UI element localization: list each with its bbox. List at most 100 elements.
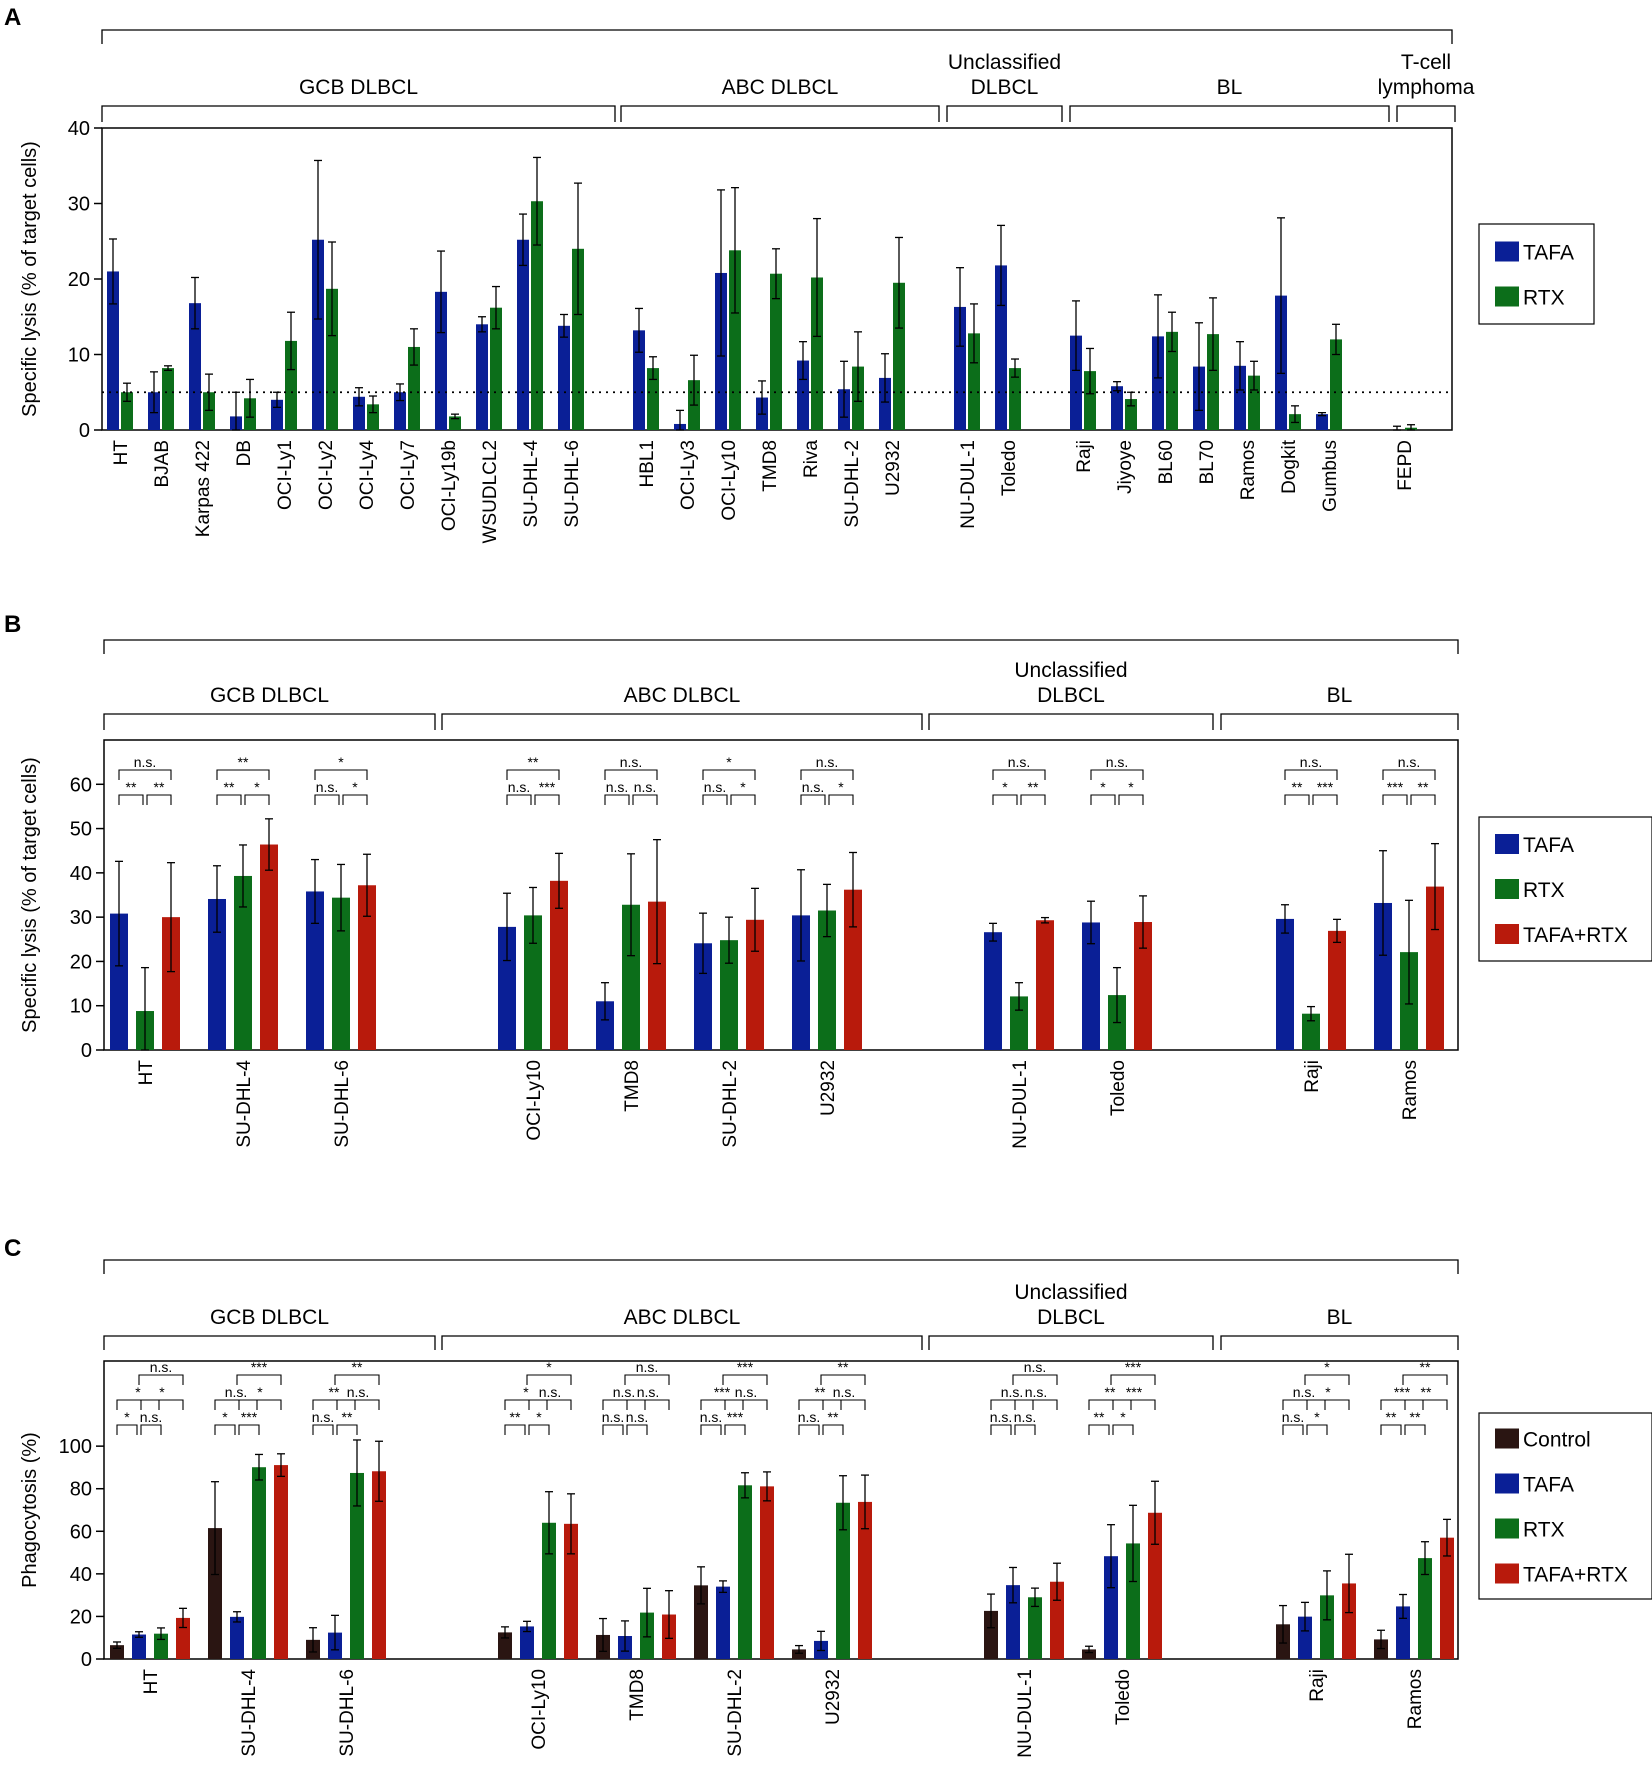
panel-c-su-dhl-6-sig-row2-b-label: n.s.: [347, 1384, 370, 1400]
panel-b-su-dhl-2-sig-tafa-vs-rtx-bracket: [702, 794, 728, 805]
panel-a-riva-label: Riva: [801, 440, 822, 478]
panel-c-u2932-sig-row1-b-label: **: [828, 1409, 839, 1425]
panel-b-su-dhl-2-rtx-bar: [720, 940, 738, 1050]
panel-b-raji-sig-rtx-vs-combo-bracket: [1312, 794, 1338, 805]
panel-c-su-dhl-6-sig-row1-b-label: **: [342, 1409, 353, 1425]
panel-b-su-dhl-2-sig-rtx-vs-combo-bracket: [730, 794, 756, 805]
panel-c-ramos-sig-row1-b-label: **: [1410, 1409, 1421, 1425]
panel-a-group-bracket-3: [1069, 105, 1390, 122]
panel-a-bl60-tafa-bar: [1152, 336, 1164, 430]
panel-a-jiyoye-label: Jiyoye: [1115, 440, 1136, 494]
panel-b-ramos-label: Ramos: [1400, 1060, 1421, 1120]
panel-b-ytick-label-10: 10: [70, 996, 92, 1018]
panel-c-u2932-sig-row2-a-bracket: [798, 1399, 842, 1410]
panel-c-nu-dul-1-sig-row2-b-bracket: [1014, 1399, 1058, 1410]
panel-c-su-dhl-2-sig-row2-a-label: ***: [714, 1384, 731, 1400]
panel-b-ramos-sig-rtx-vs-combo-label: **: [1418, 779, 1429, 795]
panel-a-wsudlcl2-label: WSUDLCL2: [480, 440, 501, 543]
panel-c-chart: 0 20 40 60 80 100 Phagocytosis (%) Control TAFA R…: [19, 1259, 1652, 1758]
panel-c-y-axis-title: Phagocytosis (%): [19, 1432, 41, 1588]
panel-c-ramos-label: Ramos: [1405, 1669, 1426, 1729]
panel-b-oci-ly10-sig-tafa-vs-rtx-bracket: [506, 794, 532, 805]
panel-a-riva-tafa-bar: [797, 360, 809, 430]
panel-c-su-dhl-6-label: SU-DHL-6: [337, 1669, 358, 1757]
panel-b-su-dhl-4-sig-tafa-vs-rtx-label: **: [224, 779, 235, 795]
panel-b-legend-label-rtx: RTX: [1523, 879, 1565, 902]
panel-a-db-label: DB: [234, 440, 255, 466]
panel-b-oci-ly10-tafa-bar: [498, 926, 516, 1050]
panel-c-u2932-sig-row1-a-bracket: [798, 1424, 820, 1435]
panel-a-group-bracket-0: [101, 105, 616, 122]
panel-c-su-dhl-2-sig-row1-a-label: n.s.: [700, 1409, 723, 1425]
panel-b-toledo-sig-tafa-vs-combo-bracket: [1090, 769, 1144, 780]
panel-b-ytick-label-20: 20: [70, 951, 92, 973]
panel-c-oci-ly10-sig-row3-label: *: [546, 1359, 552, 1375]
panel-b-group-label-1: ABC DLBCL: [624, 684, 741, 707]
panel-b-ht-sig-tafa-vs-rtx-label: **: [126, 779, 137, 795]
panel-a-oci-ly19b-rtx-bar: [449, 416, 461, 430]
panel-b-toledo-label: Toledo: [1108, 1060, 1129, 1116]
panel-b-legend-label-tafa_rtx: TAFA+RTX: [1523, 924, 1628, 947]
panel-b-ramos-sig-tafa-vs-combo-bracket: [1382, 769, 1436, 780]
panel-b-ht-tafa-bar: [110, 913, 128, 1050]
panel-c-oci-ly10-sig-row2-b-label: n.s.: [539, 1384, 562, 1400]
panel-c-ytick-label-100: 100: [59, 1436, 92, 1458]
panel-c-su-dhl-4-tafa-rtx-bar: [274, 1465, 288, 1659]
panel-b-oci-ly10-label: OCI-Ly10: [524, 1060, 545, 1141]
panel-c-su-dhl-6-tafa-rtx-bar: [372, 1471, 386, 1659]
panel-c-u2932-rtx-bar: [836, 1502, 850, 1659]
panel-c-oci-ly10-sig-row3-bracket: [526, 1374, 572, 1385]
panel-c-su-dhl-6-rtx-bar: [350, 1472, 364, 1659]
panel-c-nu-dul-1-sig-row1-b-label: n.s.: [1014, 1409, 1037, 1425]
panel-a-fepd-label: FEPD: [1395, 440, 1416, 491]
panel-a-oci-ly19b-tafa-bar: [435, 291, 447, 430]
panel-c-tmd8-sig-row2-b-label: n.s.: [637, 1384, 660, 1400]
panel-c-tmd8-sig-row1-a-label: n.s.: [602, 1409, 625, 1425]
panel-a-oci-ly3-label: OCI-Ly3: [678, 440, 699, 510]
panel-a-ramos-label: Ramos: [1238, 440, 1259, 500]
panel-a-y-axis-title: Specific lysis (% of target cells): [19, 141, 41, 417]
panel-c-tmd8-sig-row2-a-label: n.s.: [613, 1384, 636, 1400]
panel-a-group-bracket-4: [1396, 105, 1456, 122]
panel-c-raji-sig-row1-b-bracket: [1306, 1424, 1328, 1435]
panel-b-ramos-tafa-rtx-bar: [1426, 886, 1444, 1050]
panel-c-nu-dul-1-sig-row2-a-bracket: [990, 1399, 1034, 1410]
panel-c-nu-dul-1-tafa-bar: [1006, 1585, 1020, 1659]
panel-a-gumbus-label: Gumbus: [1320, 440, 1341, 512]
panel-a-nu-dul-1-tafa-bar: [954, 306, 966, 430]
panel-b-tmd8-label: TMD8: [622, 1060, 643, 1112]
panel-c-u2932-sig-row2-a-label: **: [815, 1384, 826, 1400]
panel-c-ytick-label-80: 80: [70, 1479, 92, 1501]
panel-a-ytick-label-30: 30: [68, 194, 90, 216]
panel-b-raji-label: Raji: [1302, 1060, 1323, 1093]
panel-b-raji-sig-tafa-vs-combo-bracket: [1284, 769, 1338, 780]
panel-c-oci-ly10-sig-row1-a-label: **: [510, 1409, 521, 1425]
panel-c-su-dhl-4-sig-row2-b-bracket: [238, 1399, 282, 1410]
panel-b-su-dhl-4-label: SU-DHL-4: [234, 1060, 255, 1148]
panel-a-legend-box: [1478, 223, 1595, 325]
panel-b-group-label-2-line2: DLBCL: [1037, 684, 1105, 707]
panel-a-toledo-tafa-bar: [995, 265, 1007, 430]
panel-a-bl70-label: BL70: [1197, 440, 1218, 484]
panel-b-tmd8-tafa-bar: [596, 1001, 614, 1050]
panel-a-oci-ly1-rtx-bar: [285, 340, 297, 430]
panel-c-u2932-tafa-rtx-bar: [858, 1501, 872, 1659]
panel-b-u2932-sig-tafa-vs-rtx-label: n.s.: [802, 779, 825, 795]
panel-c-ht-sig-row3-bracket: [138, 1374, 184, 1385]
panel-b-tmd8-tafa-rtx-bar: [648, 901, 666, 1050]
panel-b-raji-sig-tafa-vs-rtx-bracket: [1284, 794, 1310, 805]
panel-b-su-dhl-2-sig-tafa-vs-rtx-label: n.s.: [704, 779, 727, 795]
panel-c-raji-sig-row2-a-bracket: [1282, 1399, 1326, 1410]
panel-a-oci-ly2-label: OCI-Ly2: [316, 440, 337, 510]
panel-a-karpas-422-tafa-bar: [189, 303, 201, 430]
panel-c-assay-bracket: [103, 1259, 1459, 1274]
panel-b-ytick-label-30: 30: [70, 907, 92, 929]
panel-b-toledo-tafa-bar: [1082, 922, 1100, 1050]
panel-b-su-dhl-2-sig-rtx-vs-combo-label: *: [740, 779, 746, 795]
panel-c-toledo-sig-row1-a-label: **: [1094, 1409, 1105, 1425]
panel-b-legend-swatch-tafa: [1495, 834, 1519, 854]
panel-b-legend-label-tafa: TAFA: [1523, 834, 1574, 857]
panel-b-u2932-sig-rtx-vs-combo-label: *: [838, 779, 844, 795]
panel-c-tmd8-sig-row1-b-bracket: [626, 1424, 648, 1435]
panel-a-legend-swatch-rtx: [1495, 286, 1519, 307]
